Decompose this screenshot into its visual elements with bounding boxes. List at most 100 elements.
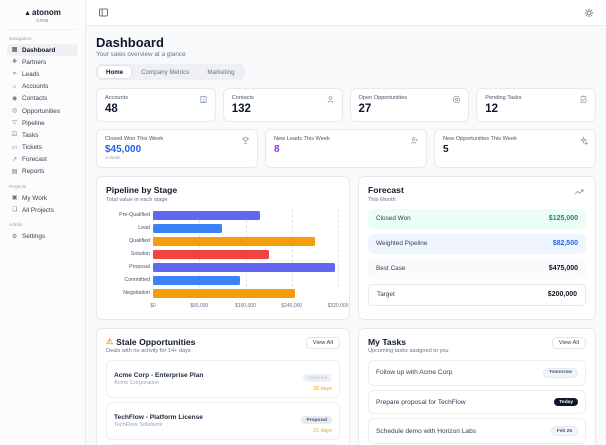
- forecast-row-label: Target: [377, 291, 395, 299]
- tasks-view-all-button[interactable]: View All: [551, 336, 586, 350]
- tab-company-metrics[interactable]: Company Metrics: [141, 68, 190, 76]
- chart-category-label: Proposal: [129, 264, 150, 271]
- sidebar-item-forecast[interactable]: ↗ Forecast: [7, 154, 78, 166]
- stale-subtitle: Deals with no activity for 14+ days: [106, 348, 191, 355]
- pipeline-icon: ▽: [12, 120, 17, 127]
- sidebar-item-leads[interactable]: ➣ Leads: [7, 68, 78, 80]
- sidebar-item-settings[interactable]: ⚙ Settings: [7, 230, 78, 242]
- sidebar-toggle-icon[interactable]: [96, 6, 110, 20]
- tasks-title: My Tasks: [368, 336, 407, 347]
- stale-opportunities-panel: ⚠ Stale Opportunities Deals with no acti…: [96, 327, 350, 445]
- sidebar-item-partners[interactable]: ❖ Partners: [7, 56, 78, 68]
- sidebar-item-label: Accounts: [22, 83, 49, 91]
- stat-card-row: Accounts 48 Contacts 132 Open Opportunit…: [96, 88, 596, 123]
- sidebar-item-pipeline[interactable]: ▽ Pipeline: [7, 117, 78, 129]
- sidebar-item-reports[interactable]: ▤ Reports: [7, 166, 78, 178]
- due-badge: Tomorrow: [542, 367, 578, 379]
- chart-x-tick-label: $320,000: [327, 302, 349, 309]
- sparkles-icon: [579, 136, 588, 146]
- stale-item[interactable]: Acme Corp - Enterprise Plan Acme Corpora…: [106, 360, 340, 398]
- target-icon: [452, 95, 461, 104]
- chart-bar-row: Negotiation: [106, 288, 340, 300]
- sidebar-item-label: Dashboard: [22, 46, 56, 54]
- forecast-row: Weighted Pipeline $82,500: [368, 233, 586, 254]
- stat-value: 12: [485, 103, 499, 116]
- stage-badge: Qualified: [303, 373, 332, 383]
- sidebar-section-label: Projects: [9, 185, 27, 191]
- sidebar-item-contacts[interactable]: ◉ Contacts: [7, 93, 78, 105]
- building-icon: [199, 95, 208, 104]
- main-area: Dashboard Your sales overview at a glanc…: [86, 0, 606, 445]
- settings-icon: ⚙: [11, 233, 18, 240]
- stat-label: Open Opportunities: [358, 95, 408, 102]
- trending-up-icon: [572, 185, 586, 199]
- stage-badge: Proposal: [301, 415, 332, 425]
- sidebar-item-tasks[interactable]: ☑ Tasks: [7, 129, 78, 141]
- opportunity-title: Acme Corp - Enterprise Plan: [114, 371, 204, 379]
- tab-home[interactable]: Home: [98, 66, 132, 79]
- sidebar-item-label: Opportunities: [22, 107, 61, 115]
- chart-bar: [153, 262, 336, 272]
- stale-item[interactable]: TechFlow - Platform License TechFlow Sol…: [106, 402, 340, 440]
- weekly-note: 3 deals: [105, 156, 121, 162]
- stat-card-accounts: Accounts 48: [96, 88, 216, 123]
- opportunity-title: TechFlow - Platform License: [114, 413, 203, 421]
- sidebar-item-my-work[interactable]: ▣ My Work: [7, 192, 78, 204]
- chart-bar: [153, 288, 295, 298]
- sidebar-item-label: Settings: [22, 233, 46, 241]
- chart-category-label: Committed: [124, 277, 150, 284]
- sidebar-item-label: Tickets: [22, 144, 43, 152]
- chart-category-label: Solution: [130, 251, 150, 258]
- partners-icon: ❖: [11, 59, 18, 66]
- accounts-icon: ⌂: [12, 83, 17, 90]
- chart-bar-track: [153, 223, 338, 233]
- chart-bar-row: Proposal: [106, 262, 340, 274]
- tickets-icon: ▭: [11, 144, 18, 151]
- sidebar-item-dashboard[interactable]: ▦ Dashboard: [7, 44, 78, 57]
- stat-value: 48: [105, 103, 118, 116]
- page-subtitle: Your sales overview at a glance: [96, 51, 186, 58]
- app-logo-name: ▲atonom: [24, 8, 61, 17]
- task-item[interactable]: Prepare proposal for TechFlow Today: [368, 390, 586, 414]
- task-item[interactable]: Follow up with Acme Corp Tomorrow: [368, 360, 586, 386]
- sidebar-item-tickets[interactable]: ▭ Tickets: [7, 142, 78, 154]
- reports-icon: ▤: [11, 168, 18, 175]
- dashboard-tabs: Home Company Metrics Marketing: [96, 64, 245, 81]
- weekly-label: Closed Won This Week: [105, 136, 164, 143]
- forecast-row-value: $475,000: [548, 265, 578, 273]
- chart-category-label: Negotiation: [123, 290, 150, 297]
- task-item[interactable]: Schedule demo with Horizon Labs Feb 25: [368, 418, 586, 444]
- chart-bar-row: Pre-Qualified: [106, 210, 340, 222]
- forecast-row-label: Closed Won: [376, 215, 411, 223]
- sidebar-item-accounts[interactable]: ⌂ Accounts: [7, 81, 78, 93]
- chart-bar: [153, 275, 240, 285]
- pipeline-chart-rows: Pre-Qualified Lead Qualified Solution Propos…: [106, 210, 340, 300]
- sidebar: ▲atonom CRM Navigation ▦ Dashboard ❖ Partner…: [0, 0, 86, 445]
- stat-card-pending-tasks: Pending Tasks 12: [476, 88, 596, 123]
- chart-bar: [153, 210, 260, 220]
- sidebar-item-all-projects[interactable]: ❏ All Projects: [7, 204, 78, 216]
- topbar: [86, 0, 606, 26]
- chart-category-label: Qualified: [129, 238, 150, 245]
- sidebar-item-opportunities[interactable]: ◎ Opportunities: [7, 105, 78, 117]
- weekly-value: $45,000: [105, 144, 142, 156]
- stale-list: Acme Corp - Enterprise Plan Acme Corpora…: [106, 360, 340, 445]
- chart-x-tick-label: $80,000: [190, 302, 209, 309]
- dashboard-content: Dashboard Your sales overview at a glanc…: [86, 26, 606, 445]
- weekly-card-new-leads: New Leads This Week 8: [265, 129, 427, 169]
- forecast-rows: Closed Won $125,000 Weighted Pipeline $8…: [368, 208, 586, 306]
- chart-bar: [153, 249, 269, 259]
- forecast-row-value: $125,000: [548, 215, 578, 223]
- due-badge: Today: [554, 397, 578, 407]
- my-work-icon: ▣: [11, 195, 18, 202]
- stale-view-all-button[interactable]: View All: [305, 336, 340, 350]
- stat-value: 27: [358, 103, 372, 116]
- theme-toggle-icon[interactable]: [582, 6, 596, 20]
- pipeline-chart-plot: Pre-Qualified Lead Qualified Solution Propos…: [106, 209, 340, 300]
- tasks-list: Follow up with Acme Corp Tomorrow Prepar…: [368, 360, 586, 445]
- chart-x-tick-label: $240,000: [281, 302, 303, 309]
- tab-marketing[interactable]: Marketing: [207, 68, 235, 76]
- sidebar-item-label: Contacts: [22, 95, 48, 103]
- forecast-row: Best Case $475,000: [368, 258, 586, 279]
- pipeline-panel: Pipeline by Stage Total value in each st…: [96, 176, 350, 320]
